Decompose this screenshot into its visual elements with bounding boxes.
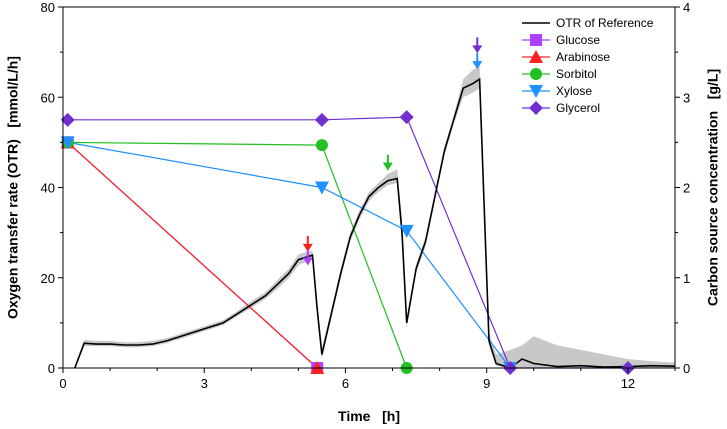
legend-label-arabinose: Arabinose	[556, 50, 610, 64]
legend-item-arabinose: Arabinose	[522, 50, 610, 64]
y-right-tick-label: 4	[683, 0, 690, 15]
legend-label-xylose: Xylose	[556, 84, 592, 98]
y-axis-left-title: Oxygen transfer rate (OTR) [mmol/L/h]	[5, 56, 21, 319]
legend-items: Glucose Arabinose Sorbitol Xylose Glycerol	[522, 33, 610, 115]
annotation-arrow-sorbitol	[382, 154, 393, 171]
data-point-xylose	[60, 136, 75, 150]
series-line-xylose	[67, 141, 511, 369]
legend-item-xylose: Xylose	[522, 84, 592, 98]
annotation-arrows-group	[302, 37, 483, 266]
y-left-tick-label: 20	[41, 271, 55, 286]
x-tick-label: 3	[201, 376, 208, 391]
legend-label-sorbitol: Sorbitol	[556, 67, 597, 81]
y-axis-right-title: Carbon source concentration [g/L]	[705, 69, 721, 306]
legend-marker-sorbitol	[530, 68, 542, 80]
arrow-head	[472, 45, 483, 54]
data-point-xylose	[314, 181, 329, 195]
data-point-glycerol	[60, 112, 75, 127]
arrow-head	[472, 61, 483, 70]
legend-marker-arabinose	[529, 50, 543, 63]
y-left-tick-label: 40	[41, 181, 55, 196]
x-tick-label: 0	[59, 376, 66, 391]
series-line-sorbitol	[67, 141, 408, 369]
y-left-tick-label: 60	[41, 90, 55, 105]
arrow-head	[302, 243, 313, 252]
series-lines-group	[67, 77, 676, 369]
annotation-arrow-arabinose	[302, 235, 313, 252]
annotation-arrow-glycerol	[472, 37, 483, 54]
x-tick-label: 9	[483, 376, 490, 391]
legend-marker-glycerol	[529, 101, 543, 115]
otr-reference-line	[74, 77, 676, 369]
annotation-arrow-glucose	[302, 249, 313, 266]
legend-label-otr-reference: OTR of Reference	[556, 16, 654, 30]
y-right-tick-label: 2	[683, 181, 690, 196]
data-point-glycerol	[399, 110, 414, 125]
legend-marker-glucose	[530, 34, 542, 46]
legend-item-sorbitol: Sorbitol	[522, 67, 597, 81]
legend-item-glucose: Glucose	[522, 33, 600, 47]
annotation-arrow-xylose	[472, 53, 483, 70]
legend-label-glucose: Glucose	[556, 33, 600, 47]
x-axis-title: Time [h]	[338, 408, 400, 424]
y-left-tick-label: 0	[48, 361, 55, 376]
legend-item-glycerol: Glycerol	[522, 101, 600, 115]
data-point-xylose	[399, 224, 414, 238]
legend-marker-xylose	[529, 85, 543, 98]
legend-label-glycerol: Glycerol	[556, 101, 600, 115]
y-left-tick-label: 80	[41, 0, 55, 15]
x-tick-label: 6	[342, 376, 349, 391]
x-tick-label: 12	[621, 376, 635, 391]
arrow-head	[382, 162, 393, 171]
y-right-tick-label: 3	[683, 90, 690, 105]
y-right-tick-label: 1	[683, 271, 690, 286]
data-point-sorbitol	[315, 139, 328, 152]
y-right-tick-label: 0	[683, 361, 690, 376]
series-line-arabinose	[67, 141, 318, 369]
arrow-head	[302, 257, 313, 266]
data-point-glycerol	[314, 112, 329, 127]
legend: OTR of Reference Glucose Arabinose Sorbito…	[522, 16, 654, 115]
